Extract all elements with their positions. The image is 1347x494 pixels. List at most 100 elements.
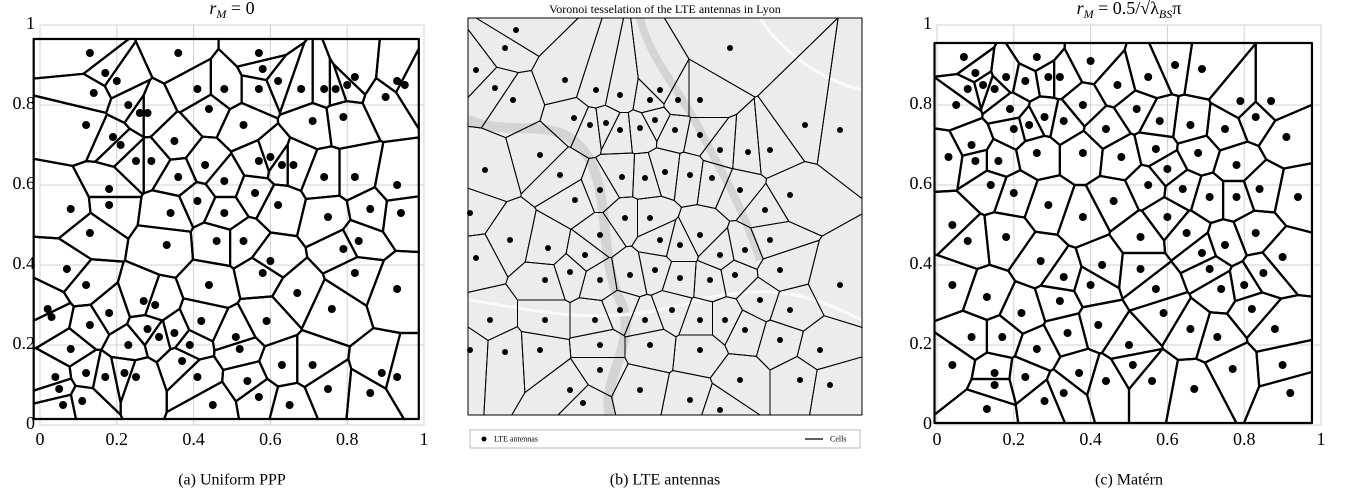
point (1009, 125, 1018, 133)
point (258, 65, 267, 73)
x-tick-label: 0 (933, 429, 942, 449)
point (43, 305, 52, 313)
antenna (737, 377, 743, 383)
voronoi-cell (394, 47, 420, 130)
voronoi-cell (347, 326, 402, 390)
voronoi-cell (933, 189, 982, 257)
voronoi-cell (228, 215, 272, 270)
x-tick-label: 0 (36, 429, 45, 449)
antenna (687, 397, 693, 403)
y-tick-label: 0.8 (13, 93, 36, 113)
antenna (827, 382, 833, 388)
point (1017, 309, 1026, 317)
point (1040, 397, 1049, 405)
point (1232, 161, 1241, 169)
point (47, 313, 56, 321)
y-tick-label: 0.4 (910, 253, 933, 273)
point (1278, 253, 1287, 261)
point (1163, 165, 1172, 173)
point (967, 333, 976, 341)
antenna (567, 387, 573, 393)
point (343, 81, 352, 89)
voronoi-cell (1063, 41, 1128, 86)
point (174, 49, 183, 57)
point (1136, 265, 1145, 273)
point (1128, 361, 1137, 369)
voronoi-cell (341, 218, 397, 262)
point (1144, 181, 1153, 189)
point (959, 53, 968, 61)
point (132, 157, 140, 165)
antenna (677, 242, 683, 248)
point (101, 69, 110, 77)
point (1132, 105, 1141, 113)
point (1159, 309, 1168, 317)
point (400, 81, 409, 89)
antenna (657, 237, 663, 243)
point (135, 109, 144, 117)
voronoi-cell (373, 136, 420, 202)
point (381, 93, 390, 101)
voronoi-cell (557, 384, 617, 416)
point (986, 181, 995, 189)
point (948, 281, 957, 289)
point (55, 385, 64, 393)
point (308, 117, 317, 125)
voronoi-cell (998, 280, 1047, 335)
antenna (669, 307, 675, 313)
voronoi-cell (1221, 179, 1256, 223)
voronoi-cell (232, 256, 285, 301)
point (1109, 197, 1118, 205)
point (1025, 121, 1034, 129)
point (1186, 325, 1195, 333)
voronoi-cells (933, 41, 1314, 425)
antenna (717, 147, 723, 153)
antenna (582, 252, 588, 258)
point (254, 85, 263, 93)
chart-title: Voronoi tesselation of the LTE antennas … (549, 2, 781, 16)
point (254, 157, 263, 165)
voronoi-cell (1118, 251, 1173, 300)
voronoi-cell (933, 309, 989, 362)
voronoi-cell (163, 57, 212, 114)
point (82, 369, 91, 377)
point (89, 89, 98, 97)
point (1117, 153, 1126, 161)
point (948, 221, 957, 229)
antenna (592, 317, 598, 323)
voronoi-cell (116, 259, 161, 319)
point (151, 301, 160, 309)
antenna (637, 387, 643, 393)
x-tick-label: 0.4 (182, 429, 205, 449)
antenna (787, 192, 793, 198)
point (120, 369, 129, 377)
antenna (507, 237, 513, 243)
point (62, 265, 71, 273)
point (266, 153, 275, 161)
point (354, 237, 363, 245)
point (1251, 113, 1260, 121)
point (1221, 125, 1229, 133)
point (1240, 281, 1249, 289)
antenna (572, 197, 578, 203)
point (1125, 341, 1133, 349)
river (636, 17, 764, 262)
point (1205, 193, 1214, 201)
point (66, 345, 75, 353)
point (1078, 101, 1087, 109)
antenna (597, 232, 603, 238)
antenna (745, 149, 751, 155)
map-background (466, 17, 863, 417)
point (82, 121, 91, 129)
point (339, 113, 348, 121)
point (971, 69, 980, 77)
point (1086, 281, 1095, 289)
road (467, 290, 863, 322)
point (982, 293, 991, 301)
x-tick-label: 0.2 (1003, 429, 1026, 449)
antenna (593, 87, 599, 93)
voronoi-cell (296, 328, 351, 389)
point (82, 281, 91, 289)
point (1059, 273, 1068, 281)
antenna (642, 175, 648, 181)
